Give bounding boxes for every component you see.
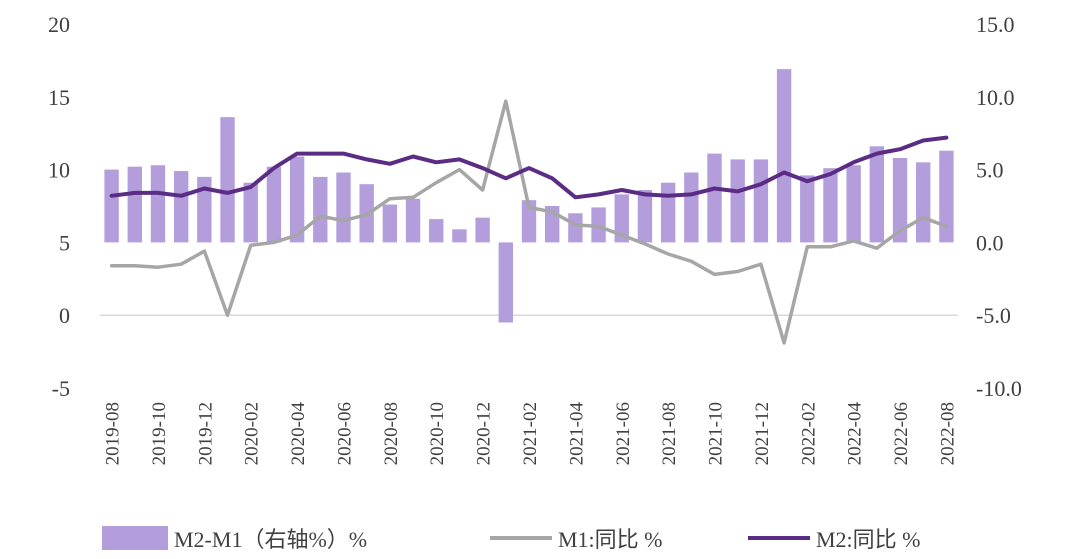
x-tick-label: 2019-12 <box>195 402 216 465</box>
bar-m2-m1 <box>313 176 328 243</box>
bar-m2-m1 <box>266 166 282 243</box>
bar-m2-m1 <box>452 229 467 243</box>
chart: 20 15 10 5 0 -5 15.0 10.0 5.0 0.0 -5.0 -10.0 2019-… <box>48 12 1022 466</box>
x-tick-label: 2022-08 <box>937 402 958 465</box>
bar-m2-m1 <box>382 204 398 243</box>
x-tick-label: 2021-08 <box>659 402 680 465</box>
x-tick-label: 2021-12 <box>752 402 773 465</box>
right-tick-label: 15.0 <box>976 12 1015 37</box>
legend: M2-M1（右轴%）% M1:同比 % M2:同比 % <box>0 516 1082 556</box>
left-tick-label: 0 <box>59 303 70 328</box>
bar-m2-m1 <box>823 168 838 243</box>
bar-m2-m1 <box>800 175 815 243</box>
x-tick-label: 2021-10 <box>706 402 727 465</box>
bar-m2-m1 <box>939 150 954 243</box>
bar-m2-m1 <box>869 146 885 243</box>
series-lines <box>109 99 949 345</box>
bar-m2-m1 <box>684 172 699 243</box>
bar-m2-m1 <box>336 172 351 243</box>
x-tick-label: 2021-04 <box>566 402 587 466</box>
right-tick-label: -5.0 <box>976 303 1011 328</box>
x-tick-label: 2021-06 <box>613 402 634 465</box>
legend-item-m2-m1: M2-M1（右轴%）% <box>102 522 367 554</box>
bar-m2-m1 <box>660 182 676 243</box>
left-tick-label: 15 <box>48 85 70 110</box>
x-tick-label: 2022-06 <box>891 402 912 465</box>
right-tick-label: 0.0 <box>976 230 1004 255</box>
bar-m2-m1 <box>776 69 792 243</box>
x-tick-label: 2020-12 <box>474 402 495 465</box>
x-tick-label: 2019-10 <box>149 402 170 465</box>
legend-item-m1: M1:同比 % <box>490 522 663 554</box>
right-axis-ticks: 15.0 10.0 5.0 0.0 -5.0 -10.0 <box>976 12 1022 401</box>
bar-m2-m1 <box>429 219 444 243</box>
legend-label: M2:同比 % <box>816 527 921 552</box>
legend-label: M1:同比 % <box>558 527 663 552</box>
bar-m2-m1 <box>846 165 861 243</box>
bar-m2-m1 <box>637 189 653 243</box>
left-axis-ticks: 20 15 10 5 0 -5 <box>48 12 70 401</box>
bar-m2-m1 <box>498 242 513 323</box>
bar-m2-m1 <box>568 213 583 243</box>
x-tick-label: 2020-10 <box>427 402 448 465</box>
left-tick-label: 20 <box>48 12 70 37</box>
x-tick-label: 2020-08 <box>381 402 402 465</box>
right-tick-label: 10.0 <box>976 85 1015 110</box>
left-tick-label: 10 <box>48 158 70 183</box>
bar-m2-m1 <box>173 171 189 243</box>
bar-m2-m1 <box>916 162 931 243</box>
bar-m2-m1 <box>289 156 305 243</box>
bar-m2-m1 <box>197 176 212 243</box>
m2-m1-bars <box>104 69 954 323</box>
right-tick-label: 5.0 <box>976 158 1004 183</box>
bar-m2-m1 <box>614 194 629 243</box>
legend-label: M2-M1（右轴%）% <box>174 527 368 552</box>
bar-m2-m1 <box>104 169 119 243</box>
x-axis-ticks: 2019-08 2019-10 2019-12 2020-02 2020-04 2020-… <box>103 402 959 466</box>
bar-m2-m1 <box>243 182 258 243</box>
x-tick-label: 2021-02 <box>520 402 541 465</box>
bar-m2-m1 <box>150 165 166 243</box>
bar-m2-m1 <box>220 117 235 243</box>
line-m2 <box>109 135 949 200</box>
legend-swatch-bar <box>102 526 168 550</box>
right-tick-label: -10.0 <box>976 376 1022 401</box>
legend-swatch-line <box>748 536 810 540</box>
left-tick-label: 5 <box>59 230 70 255</box>
line-m1 <box>109 99 949 345</box>
x-tick-label: 2022-04 <box>845 402 866 466</box>
x-tick-label: 2020-06 <box>334 402 355 465</box>
bar-m2-m1 <box>730 159 745 243</box>
bar-m2-m1 <box>892 157 908 243</box>
x-tick-label: 2019-08 <box>103 402 124 465</box>
bar-m2-m1 <box>405 198 421 243</box>
legend-swatch-line <box>490 536 552 540</box>
x-tick-label: 2020-04 <box>288 402 309 466</box>
bar-m2-m1 <box>707 153 722 243</box>
x-tick-label: 2022-02 <box>798 402 819 465</box>
left-tick-label: -5 <box>52 376 70 401</box>
bar-m2-m1 <box>475 217 490 243</box>
legend-item-m2: M2:同比 % <box>748 522 921 554</box>
bar-m2-m1 <box>753 159 769 243</box>
bar-m2-m1 <box>521 200 537 243</box>
x-tick-label: 2020-02 <box>242 402 263 465</box>
bar-m2-m1 <box>127 166 142 243</box>
